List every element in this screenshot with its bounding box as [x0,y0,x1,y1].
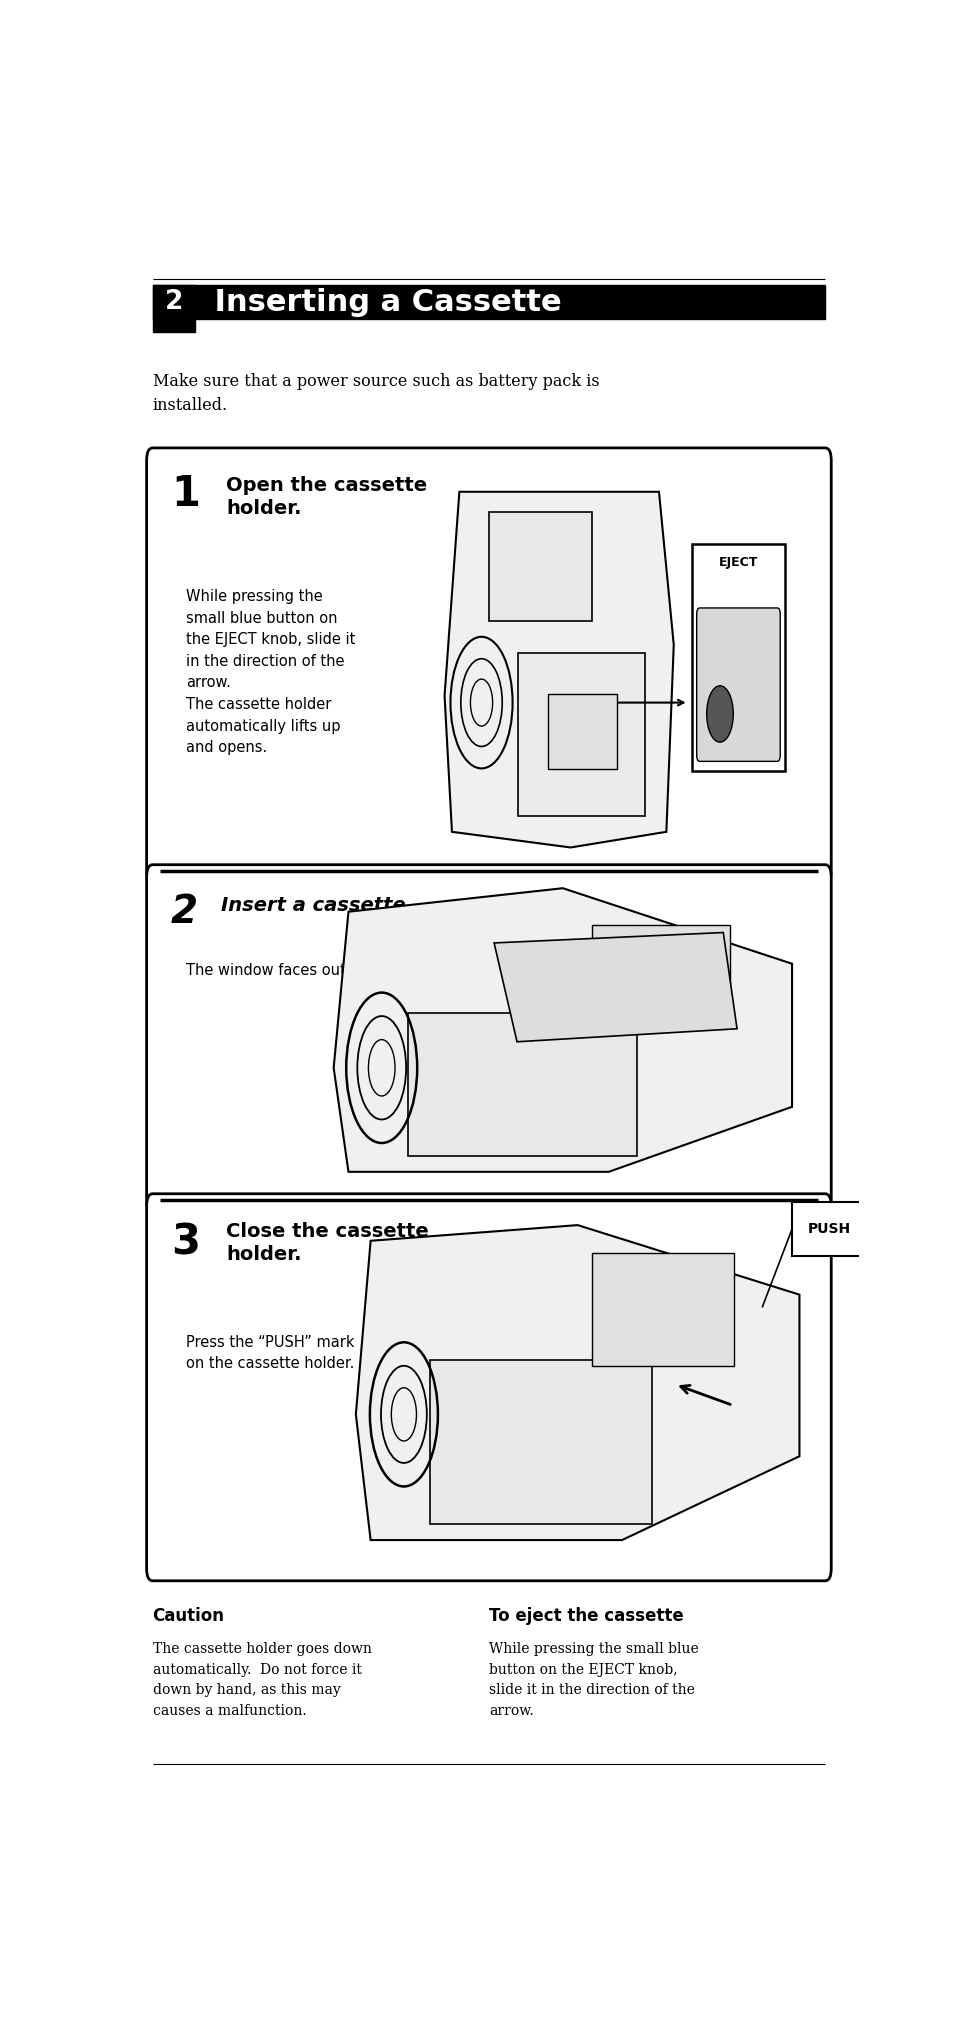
Bar [518,653,644,816]
Bar [407,1013,637,1156]
Polygon shape [334,887,791,1172]
Text: Close the cassette
holder.: Close the cassette holder. [226,1221,429,1264]
Bar [152,285,195,332]
Text: To eject the cassette: To eject the cassette [488,1608,683,1626]
Text: While pressing the small blue
button on the EJECT knob,
slide it in the directio: While pressing the small blue button on … [488,1642,698,1718]
Circle shape [706,686,733,743]
Text: 1: 1 [171,472,200,515]
Polygon shape [444,492,673,847]
Bar [791,1201,865,1256]
Text: While pressing the
small blue button on
the EJECT knob, slide it
in the directio: While pressing the small blue button on … [186,588,355,755]
Text: The cassette holder goes down
automatically.  Do not force it
down by hand, as t: The cassette holder goes down automatica… [152,1642,371,1718]
Text: Make sure that a power source such as battery pack is
installed.: Make sure that a power source such as ba… [152,372,598,413]
FancyBboxPatch shape [147,865,830,1213]
Text: EJECT: EJECT [718,556,758,570]
Text: Press the “PUSH” mark
on the cassette holder.: Press the “PUSH” mark on the cassette ho… [186,1335,354,1372]
Bar [692,543,783,771]
Text: Caution: Caution [152,1608,224,1626]
Text: Insert a cassette.: Insert a cassette. [221,895,413,916]
Text: 3: 3 [171,1221,200,1264]
Bar [592,924,729,1015]
Bar [488,513,592,621]
Text: Open the cassette
holder.: Open the cassette holder. [226,476,427,517]
Polygon shape [355,1225,799,1540]
Text: PUSH: PUSH [806,1223,850,1235]
FancyBboxPatch shape [696,608,780,761]
Text: 2: 2 [165,289,183,315]
Bar [547,694,617,769]
Bar [429,1359,651,1524]
Text: Inserting a Cassette: Inserting a Cassette [204,287,561,317]
Text: The window faces out.: The window faces out. [186,963,350,979]
FancyBboxPatch shape [147,448,830,883]
Text: 2: 2 [171,893,198,930]
Bar [592,1254,734,1365]
Polygon shape [494,932,737,1042]
Bar [152,285,824,319]
FancyBboxPatch shape [147,1195,830,1581]
